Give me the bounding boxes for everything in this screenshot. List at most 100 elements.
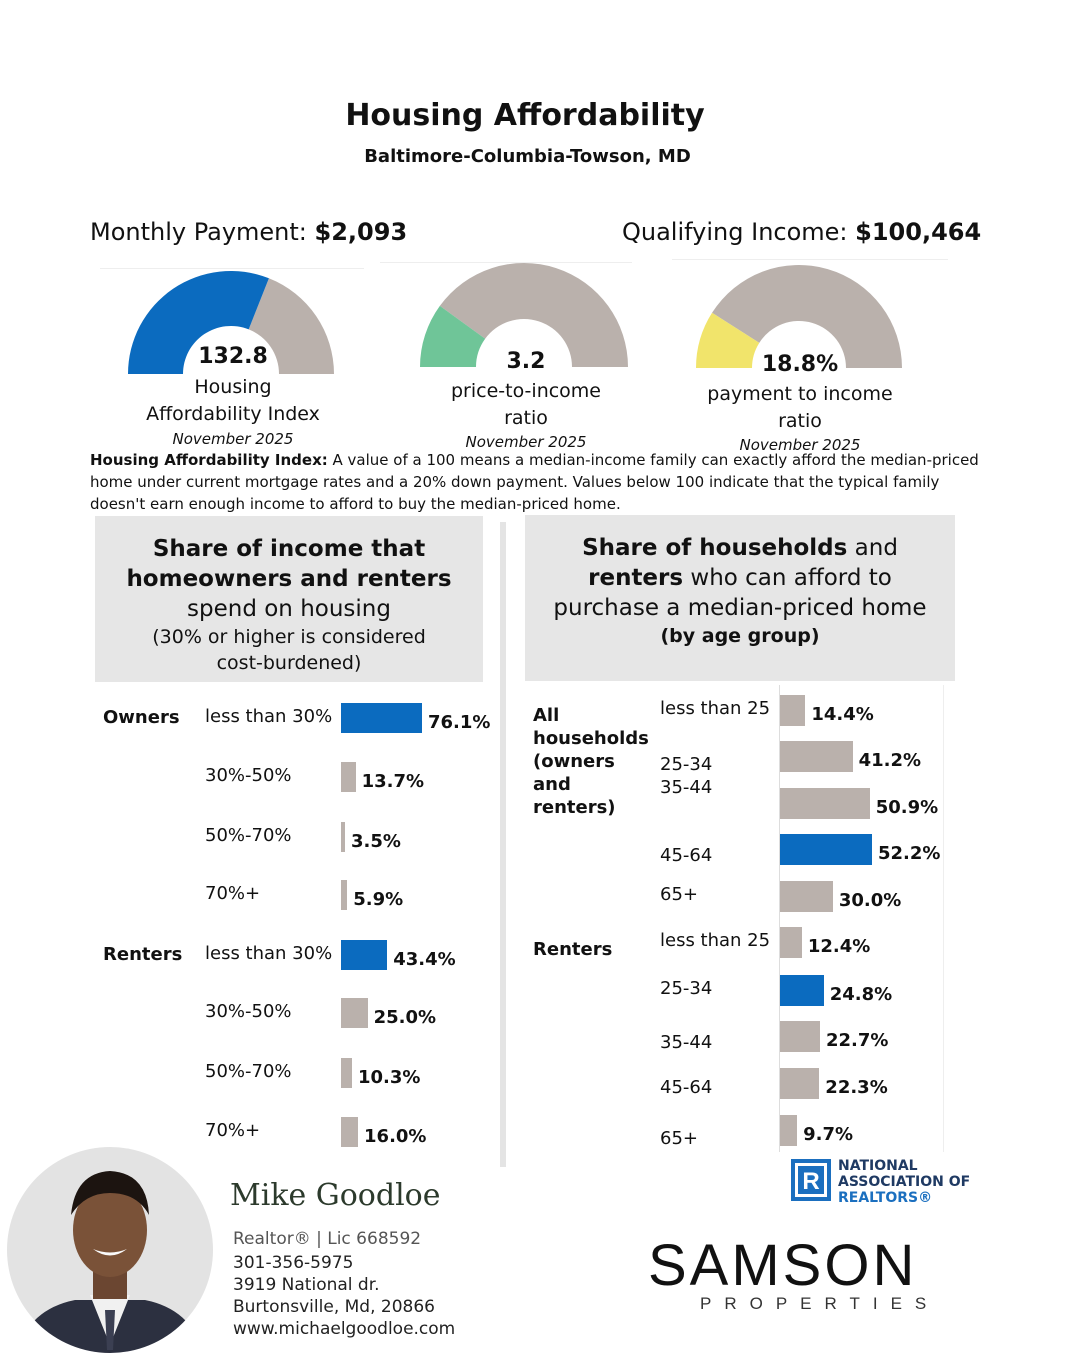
nar-logo-text: NATIONAL ASSOCIATION OF REALTORS® <box>838 1158 970 1206</box>
kpi-rule-right <box>672 259 948 260</box>
category-label: less than 30% <box>205 706 333 727</box>
group-label-line: All <box>533 705 560 726</box>
gauge-label-line: payment to income <box>707 383 893 405</box>
page-subtitle: Baltimore-Columbia-Towson, MD <box>364 146 691 167</box>
brokerage-logo: SAMSON <box>648 1233 918 1298</box>
bar <box>341 998 368 1028</box>
bar <box>780 833 872 865</box>
group-label: Owners <box>103 707 180 728</box>
brokerage-logo-sub: PROPERTIES <box>700 1294 940 1313</box>
right-heading-bold: renters <box>588 565 684 591</box>
bar-value-label: 5.9% <box>353 889 404 910</box>
right-panel-heading: Share of households and renters who can … <box>525 515 955 681</box>
right-heading-normal: who can afford to <box>683 565 892 591</box>
page-title: Housing Affordability <box>345 98 705 133</box>
bar <box>341 1058 352 1088</box>
bar <box>780 974 824 1006</box>
category-label: 65+ <box>660 1128 698 1149</box>
gauge-track <box>439 263 628 367</box>
gauge-date-pti: November 2025 <box>465 433 587 451</box>
left-heading-bold: Share of income that homeowners and rent… <box>126 536 452 592</box>
bar-value-label: 41.2% <box>858 750 922 771</box>
bar-value-label: 50.9% <box>875 797 939 818</box>
panel-divider <box>500 522 506 1167</box>
agent-phone[interactable]: 301-356-5975 <box>233 1253 354 1273</box>
kpi-rule-mid <box>380 262 632 263</box>
gauge-value-pti: 3.2 <box>506 349 546 374</box>
bar-value-label: 10.3% <box>357 1067 421 1088</box>
hai-definition-term: Housing Affordability Index: <box>90 451 328 469</box>
category-label: 45-64 <box>660 845 713 866</box>
bar <box>780 694 806 726</box>
gauge-label-line: ratio <box>504 407 548 429</box>
bar-value-label: 52.2% <box>878 843 941 864</box>
gauge-value-ptoi: 18.8% <box>761 352 839 377</box>
nar-line: REALTORS® <box>838 1190 933 1206</box>
right-heading-line1: Share of households and <box>525 515 955 563</box>
category-label: 25-34 <box>660 754 713 775</box>
right-heading-line3: purchase a median-priced home <box>553 595 927 621</box>
bar <box>780 787 870 819</box>
gauge-track <box>712 265 902 368</box>
left-heading-normal: spend on housing <box>187 596 391 622</box>
left-panel-heading: Share of income that homeowners and rent… <box>95 516 483 682</box>
kpi-rule-left <box>100 268 364 269</box>
category-label: 30%-50% <box>205 765 292 786</box>
right-heading-normal: and <box>847 535 898 561</box>
monthly-payment-value: $2,093 <box>314 218 408 246</box>
bar-value-label: 43.4% <box>393 949 456 970</box>
monthly-payment: Monthly Payment: $2,093 <box>90 218 407 246</box>
bar <box>341 822 345 852</box>
bar-value-label: 30.0% <box>838 890 902 911</box>
bar <box>780 1020 820 1052</box>
bar-value-label: 14.4% <box>811 704 874 725</box>
bar-value-label: 16.0% <box>364 1126 427 1147</box>
bar <box>780 926 802 958</box>
category-label: 70%+ <box>205 1120 261 1141</box>
gauge-label-line: Affordability Index <box>146 403 320 425</box>
agent-address-line2: Burtonsville, Md, 20866 <box>233 1297 435 1317</box>
gauge-fill <box>420 305 486 367</box>
hai-definition: Housing Affordability Index: A value of … <box>90 449 990 515</box>
agent-name: Mike Goodloe <box>230 1178 441 1213</box>
nar-line: NATIONAL <box>838 1158 918 1174</box>
gauge-date-hai: November 2025 <box>172 430 294 448</box>
category-label: 70%+ <box>205 883 261 904</box>
category-label: 35-44 <box>660 1032 713 1053</box>
right-chart-edge <box>943 685 944 1152</box>
gauge-label-pti: price-to-income ratio <box>406 378 646 432</box>
gauge-value-hai: 132.8 <box>198 344 268 369</box>
right-heading-bold: Share of households <box>582 535 848 561</box>
category-label: 65+ <box>660 884 698 905</box>
bar-value-label: 9.7% <box>803 1124 854 1145</box>
gauge-payment-to-income <box>696 265 902 368</box>
gauge-label-line: ratio <box>778 410 822 432</box>
category-label: less than 25 <box>660 930 771 951</box>
hai-definition-text: A value of a 100 means a median-income f… <box>90 451 979 513</box>
nar-logo-mark: R <box>802 1168 819 1195</box>
bar <box>341 940 388 970</box>
gauge-track <box>248 278 334 374</box>
agent-address-line1: 3919 National dr. <box>233 1275 380 1295</box>
bar <box>780 1067 820 1099</box>
bar-value-label: 22.7% <box>826 1030 889 1051</box>
category-label: 45-64 <box>660 1077 713 1098</box>
bar-value-label: 22.3% <box>825 1077 888 1098</box>
bar <box>780 740 853 772</box>
agent-avatar <box>7 1147 213 1353</box>
bar-value-label: 3.5% <box>351 831 401 852</box>
nar-logo-icon: R <box>791 1159 831 1201</box>
gauge-label-ptoi: payment to income ratio <box>680 381 920 435</box>
right-heading-line4: (by age group) <box>660 625 820 647</box>
category-label: 50%-70% <box>205 825 292 846</box>
gauges-svg <box>128 263 902 374</box>
group-label-line: renters) <box>533 797 616 818</box>
gauge-fill <box>696 312 760 368</box>
category-label: less than 30% <box>205 943 333 964</box>
agent-website[interactable]: www.michaelgoodloe.com <box>233 1319 456 1339</box>
gauge-price-to-income <box>420 263 628 367</box>
left-heading-note: (30% or higher is considered cost-burden… <box>152 626 426 674</box>
category-label: 30%-50% <box>205 1001 292 1022</box>
bar <box>341 880 348 910</box>
gauge-date-ptoi: November 2025 <box>739 436 861 454</box>
